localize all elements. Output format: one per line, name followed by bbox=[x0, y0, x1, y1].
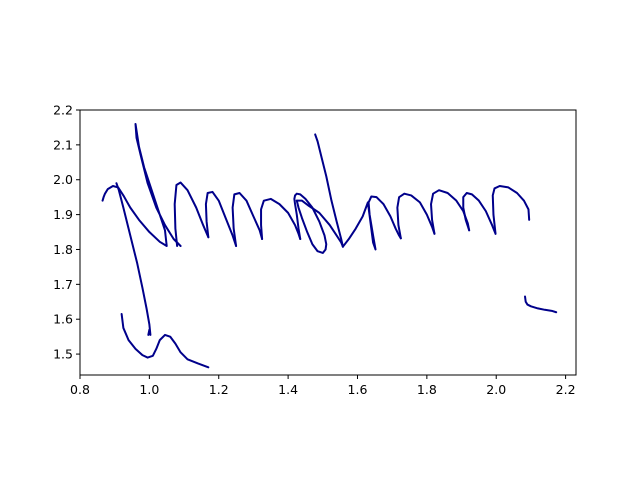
series-line-3 bbox=[173, 181, 210, 247]
y-axis: 1.5 1.6 1.7 1.8 1.9 2.0 2.1 2.2 bbox=[53, 103, 80, 362]
x-tick-label: 1.2 bbox=[209, 382, 229, 397]
x-tick-label: 2.0 bbox=[486, 382, 506, 397]
y-tick-label: 2.0 bbox=[53, 172, 73, 187]
series-line-7 bbox=[293, 192, 328, 254]
y-tick-label: 2.2 bbox=[53, 103, 73, 118]
x-tick-label: 0.8 bbox=[70, 382, 90, 397]
series-line-16 bbox=[524, 295, 558, 314]
axes-frame bbox=[79, 109, 577, 376]
series-line-15 bbox=[120, 312, 210, 369]
y-tick-label: 1.9 bbox=[53, 207, 73, 222]
x-tick-label: 2.2 bbox=[556, 382, 576, 397]
y-tick-label: 1.6 bbox=[53, 312, 73, 327]
series-line-5 bbox=[231, 191, 264, 247]
series-line-13 bbox=[462, 191, 497, 235]
series-line-4 bbox=[204, 190, 238, 247]
y-tick-label: 1.7 bbox=[53, 277, 73, 292]
series-line-8 bbox=[295, 199, 344, 248]
series-line-14 bbox=[491, 185, 531, 235]
x-tick-label: 1.8 bbox=[417, 382, 437, 397]
x-tick-label: 1.6 bbox=[348, 382, 368, 397]
series-line-1 bbox=[101, 122, 182, 247]
plot-area bbox=[101, 122, 558, 369]
x-axis: 0.8 1.0 1.2 1.4 1.6 1.8 2.0 2.2 bbox=[70, 375, 576, 397]
x-tick-label: 1.4 bbox=[278, 382, 298, 397]
y-tick-label: 2.1 bbox=[53, 137, 73, 152]
y-tick-label: 1.8 bbox=[53, 242, 73, 257]
y-tick-label: 1.5 bbox=[53, 347, 73, 362]
series-line-6 bbox=[260, 197, 302, 241]
series-line-9 bbox=[314, 133, 344, 248]
series-line-2 bbox=[115, 182, 152, 336]
series-line-10 bbox=[341, 195, 402, 251]
x-tick-label: 1.0 bbox=[139, 382, 159, 397]
series-line-11 bbox=[396, 192, 436, 240]
